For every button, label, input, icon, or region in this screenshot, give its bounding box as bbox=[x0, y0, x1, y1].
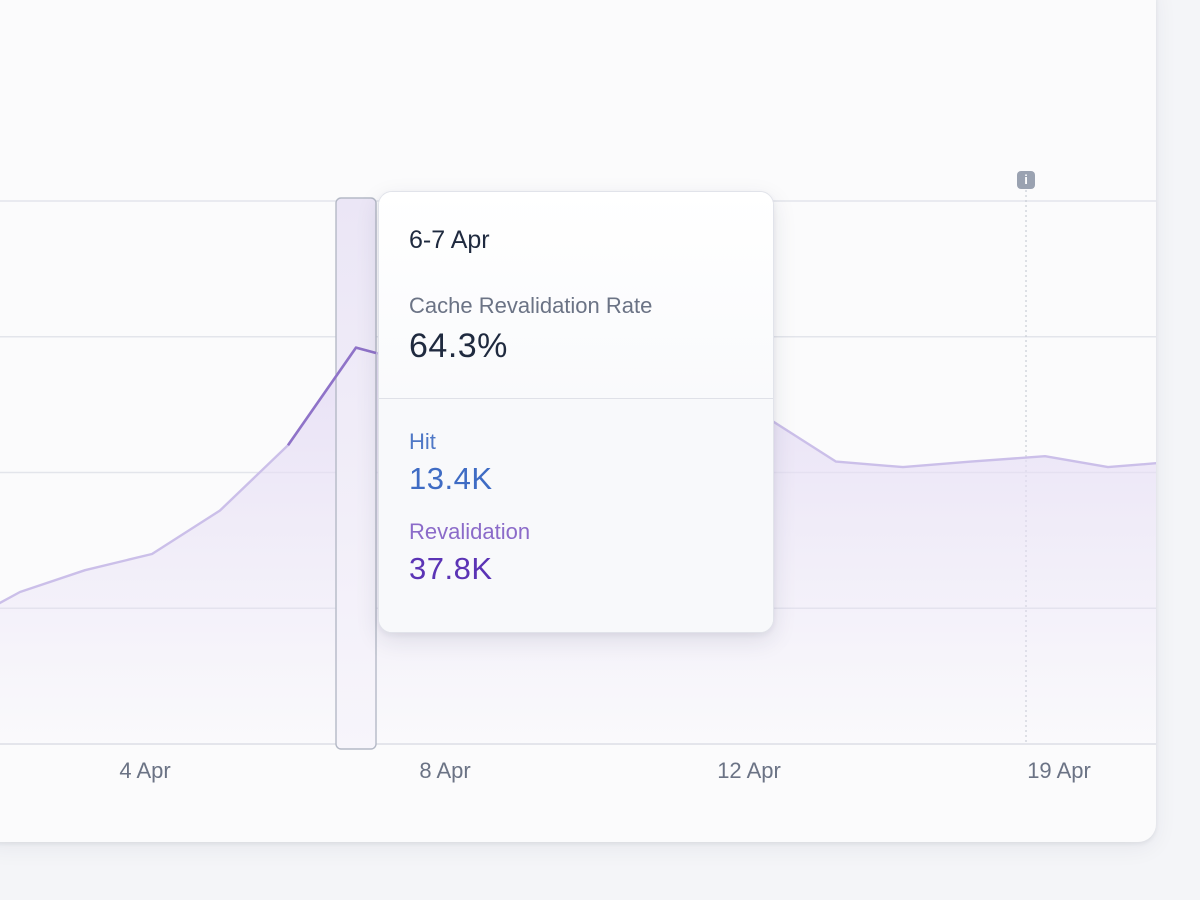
tooltip-metric-value: 64.3% bbox=[409, 327, 508, 365]
tooltip-metric-label: Cache Revalidation Rate bbox=[409, 293, 653, 318]
x-tick-label: 19 Apr bbox=[1027, 758, 1091, 783]
tooltip-revalidation-value: 37.8K bbox=[409, 551, 493, 586]
tooltip-hit-value: 13.4K bbox=[409, 461, 493, 496]
highlight-band[interactable] bbox=[335, 197, 377, 750]
tooltip-breakdown: Hit 13.4K Revalidation 37.8K bbox=[379, 399, 773, 632]
tooltip-hit-label: Hit bbox=[409, 429, 436, 454]
tooltip-header: 6-7 Apr Cache Revalidation Rate 64.3% bbox=[379, 192, 773, 399]
highlight-line-segment bbox=[286, 346, 377, 447]
x-tick-label: 8 Apr bbox=[419, 758, 471, 783]
tooltip-revalidation-label: Revalidation bbox=[409, 519, 531, 544]
tooltip-date: 6-7 Apr bbox=[409, 226, 490, 254]
chart-tooltip: 6-7 Apr Cache Revalidation Rate 64.3% Hi… bbox=[378, 191, 774, 633]
x-tick-label: 4 Apr bbox=[119, 758, 171, 783]
x-tick-label: 12 Apr bbox=[717, 758, 781, 783]
info-icon[interactable]: i bbox=[1017, 171, 1035, 189]
